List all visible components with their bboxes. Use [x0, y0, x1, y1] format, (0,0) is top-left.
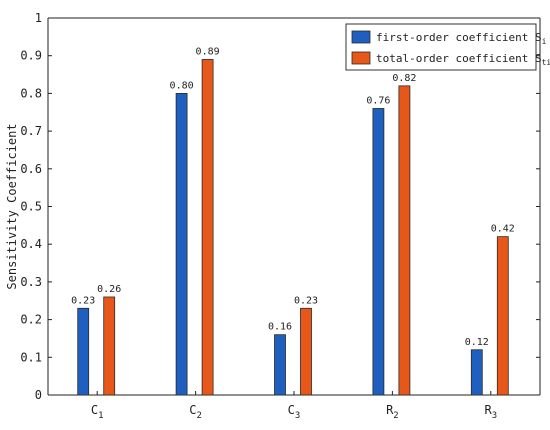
data-label: 0.80 [170, 80, 194, 91]
bar-total-order [496, 236, 509, 396]
data-label: 0.42 [491, 224, 515, 235]
legend-entry: total-order coefficient Sti [376, 52, 550, 67]
y-tick-label: 0.6 [20, 162, 42, 176]
y-tick-label: 0.5 [20, 200, 42, 214]
y-tick-label: 0.8 [20, 86, 42, 100]
legend: first-order coefficient Si total-order co… [345, 23, 550, 71]
x-tick-label: C3 [288, 403, 301, 421]
y-tick-label: 0.9 [20, 49, 42, 63]
y-axis-title: Sensitivity Coefficient [5, 123, 19, 289]
bar-first-order [77, 307, 90, 396]
y-tick-label: 1 [35, 11, 42, 25]
axes: 0 0.1 0.2 0.3 0.4 0.5 0.6 0.7 0.8 0.9 1 C1 C2 C3 R2 R3 [20, 11, 541, 421]
bar-total-order [201, 59, 214, 396]
data-label: 0.23 [294, 295, 318, 306]
data-label: 0.89 [196, 46, 220, 57]
x-tick-label: C1 [91, 403, 104, 421]
bar-first-order [274, 334, 286, 396]
data-label: 0.26 [97, 284, 121, 295]
data-labels: 0.230.260.800.890.160.230.760.820.120.42 [71, 46, 515, 347]
data-label: 0.82 [392, 73, 416, 84]
bars [77, 59, 509, 396]
data-label: 0.76 [366, 95, 390, 106]
y-tick-label: 0.4 [20, 237, 42, 251]
bar-first-order [175, 93, 188, 396]
x-tick-label: C2 [189, 403, 202, 421]
bar-first-order [470, 349, 483, 396]
legend-entry: first-order coefficient Si [376, 31, 547, 46]
y-tick-label: 0 [35, 388, 42, 402]
y-tick-label: 0.2 [20, 313, 42, 327]
legend-swatch [351, 51, 371, 65]
x-tick-label: R2 [386, 403, 399, 421]
y-tick-label: 0.7 [20, 124, 42, 138]
bar-total-order [398, 85, 411, 396]
data-label: 0.16 [268, 322, 292, 333]
y-tick-label: 0.1 [20, 350, 42, 364]
bar-first-order [372, 108, 385, 396]
x-tick-label: R3 [484, 403, 497, 421]
legend-box [345, 23, 537, 71]
bar-total-order [300, 307, 312, 396]
legend-swatch [351, 30, 371, 44]
data-label: 0.12 [465, 337, 489, 348]
bar-total-order [103, 296, 116, 396]
data-label: 0.23 [71, 295, 95, 306]
y-tick-label: 0.3 [20, 275, 42, 289]
